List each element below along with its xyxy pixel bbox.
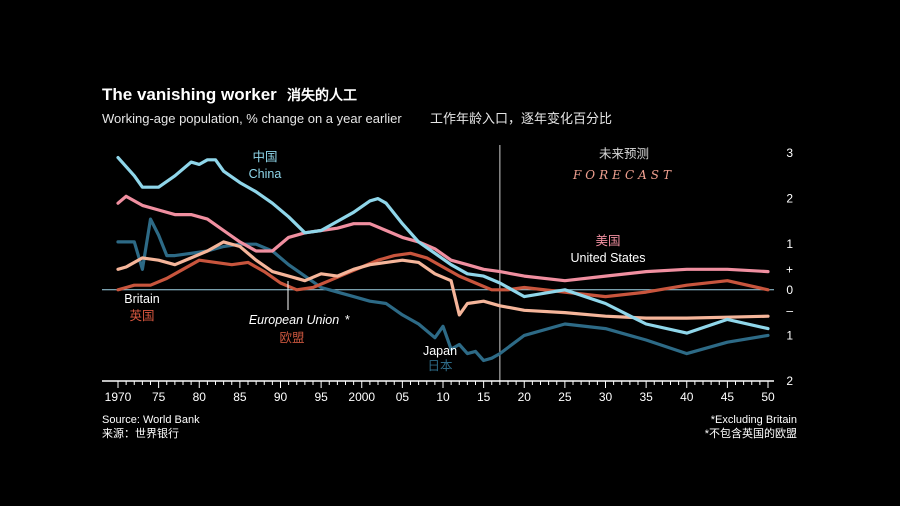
chart-title-cn: 消失的人工 [287,87,357,103]
label-us-cn: 美国 [595,234,620,248]
label-eu-cn: 欧盟 [279,331,304,345]
y-tick-label: 2 [786,192,793,206]
y-tick-label: 2 [786,374,793,388]
label-japan: Japan [423,344,457,358]
footnote-cn: *不包含英国的欧盟 [705,426,797,440]
label-eu: European Union [249,313,339,327]
x-tick-label: 45 [721,390,735,404]
label-us: United States [570,251,645,265]
x-tick-label: 80 [193,390,207,404]
y-tick-label: 3 [786,146,793,160]
series-line-china [116,156,770,335]
x-tick-label: 20 [518,390,532,404]
x-tick-label: 95 [314,390,328,404]
series-line-britain [116,240,770,320]
source: Source: World Bank [102,414,200,426]
label-china-cn: 中国 [252,149,277,164]
chart-title: The vanishing worker [102,85,277,104]
series-line-japan [116,217,770,363]
forecast-label-cn: 未来预测 [599,147,649,161]
x-tick-label: 90 [274,390,288,404]
y-tick-label: – [786,303,793,317]
label-japan-cn: 日本 [427,359,453,373]
x-axis: 1970 75 80 85 90 95 2000 05 10 15 20 25 30 35 40 45 50 [102,380,775,404]
x-tick-label: 35 [639,390,653,404]
source-cn: 来源：世界银行 [102,426,179,440]
series-layer [116,156,770,363]
forecast-label: FORECAST [572,168,675,182]
y-tick-label: 1 [786,328,793,342]
x-tick-label: 2000 [348,390,375,404]
y-tick-label: 0 [786,283,793,297]
x-tick-label: 05 [396,390,410,404]
label-britain: Britain [124,292,159,306]
footnote: *Excluding Britain [711,414,797,426]
y-tick-label: 1 [786,237,793,251]
x-tick-label: 1970 [105,390,132,404]
x-tick-label: 10 [436,390,450,404]
x-tick-label: 85 [233,390,247,404]
chart-subtitle: Working-age population, % change on a ye… [102,111,402,126]
x-tick-label: 25 [558,390,572,404]
x-tick-label: 30 [599,390,613,404]
x-tick-label: 75 [152,390,166,404]
series-line-united-states [116,194,770,283]
x-tick-label: 50 [761,390,775,404]
x-tick-label: 40 [680,390,694,404]
label-china: China [249,167,282,181]
label-eu-asterisk: * [345,313,350,327]
y-tick-label: + [786,262,793,276]
label-britain-cn: 英国 [129,309,154,323]
x-tick-label: 15 [477,390,491,404]
y-axis: 3 2 1 +0 – 1 2 [786,146,793,388]
chart-subtitle-cn: 工作年龄入口，逐年变化百分比 [430,111,612,126]
